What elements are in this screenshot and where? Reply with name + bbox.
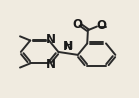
Text: N: N xyxy=(45,33,55,46)
Text: N: N xyxy=(62,40,72,53)
Text: N: N xyxy=(45,58,55,71)
Text: H: H xyxy=(64,41,73,51)
Text: O: O xyxy=(96,19,106,32)
Text: O: O xyxy=(72,18,82,31)
